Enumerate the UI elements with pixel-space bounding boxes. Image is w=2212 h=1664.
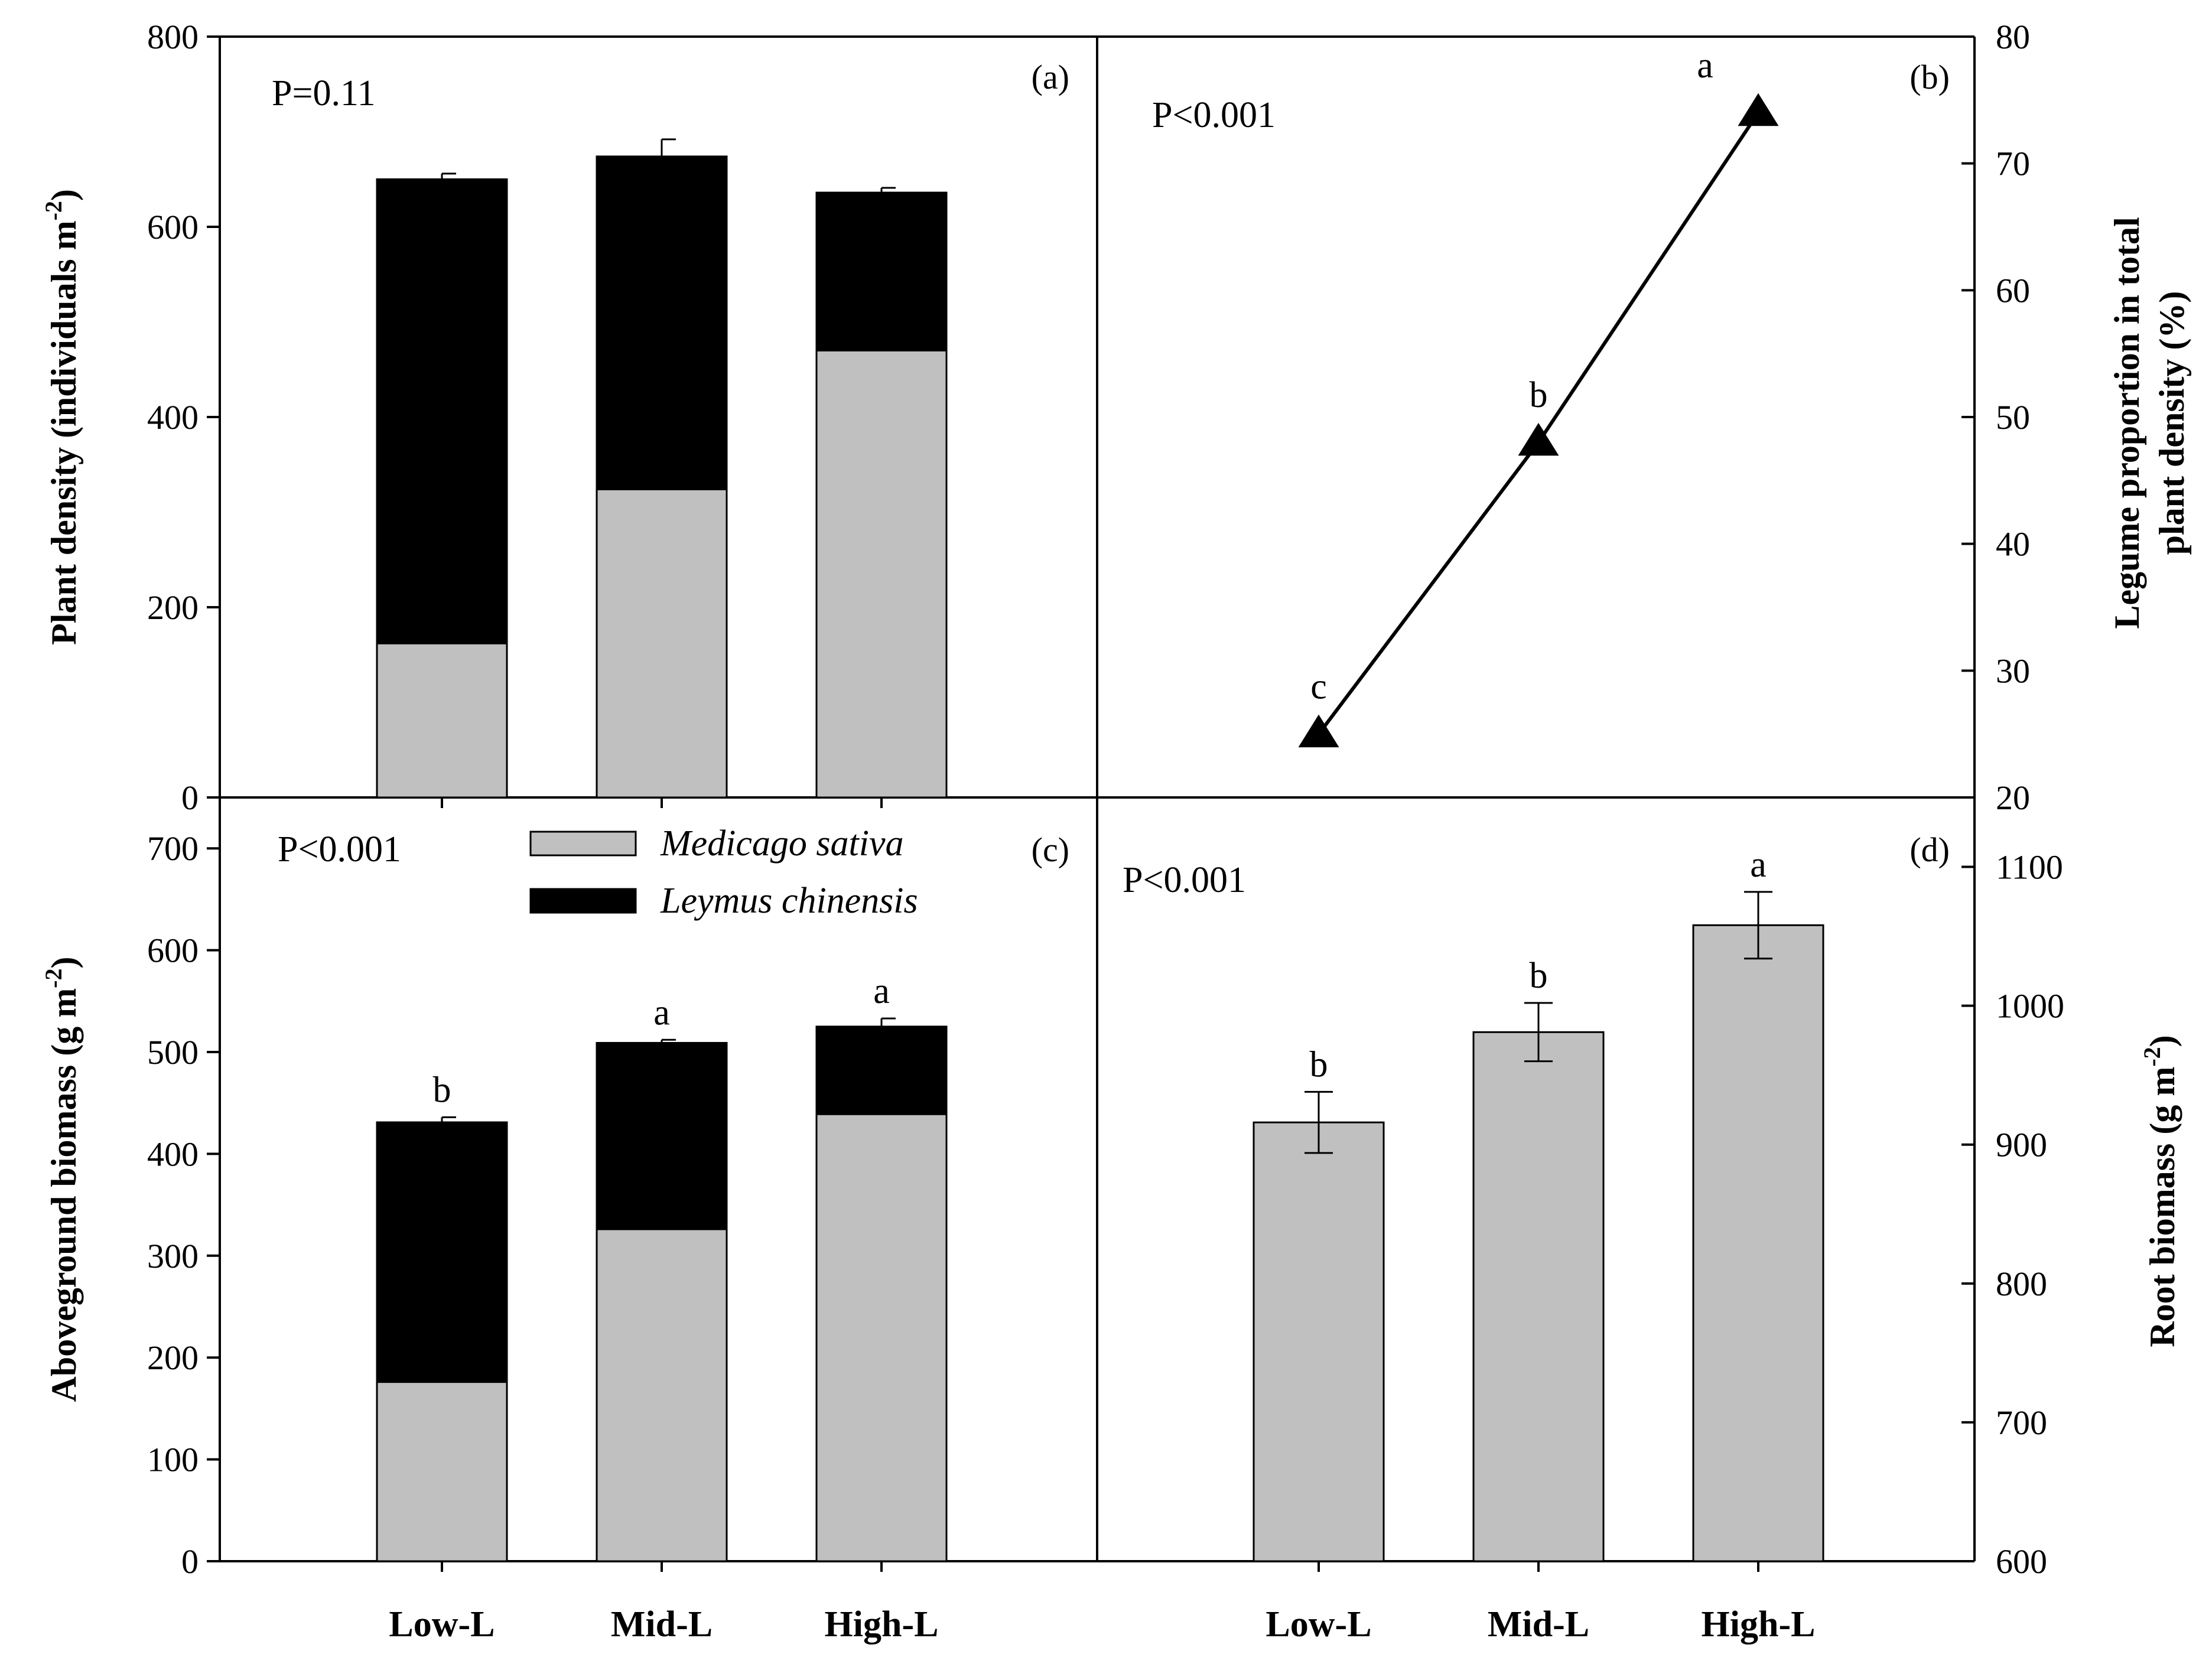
panel-a-bar-medicago xyxy=(376,642,508,799)
panel-a-bar-leymus xyxy=(596,155,728,490)
panel-d-p-value: P<0.001 xyxy=(1123,860,1246,900)
panel-a-ytick-label: 800 xyxy=(147,18,199,56)
panel-b-ylabel-line1: Legume proportion in total xyxy=(2107,217,2146,629)
panel-d-ytick-label: 800 xyxy=(1996,1265,2047,1303)
panel-d-sig-letter: b xyxy=(1310,1044,1328,1085)
panel-c-category-label: Low-L xyxy=(389,1604,495,1645)
legend-label-medicago: Medicago sativa xyxy=(660,823,904,864)
panel-d-ytick-label: 1100 xyxy=(1996,848,2063,887)
panel-c-ytick-label: 300 xyxy=(147,1237,199,1275)
panel-b-ytick-label: 60 xyxy=(1996,271,2030,310)
panel-a-ytick-label: 0 xyxy=(181,779,199,817)
panel-b-sig-letter: c xyxy=(1310,667,1327,707)
panel-c-ytick-label: 200 xyxy=(147,1339,199,1377)
panel-a-bar-leymus xyxy=(376,178,508,644)
panel-d-category-label: High-L xyxy=(1702,1604,1816,1645)
panel-d-ytick-label: 600 xyxy=(1996,1542,2047,1581)
panel-a-bar-medicago xyxy=(596,488,728,799)
panel-c-bar-medicago xyxy=(376,1381,508,1562)
panel-c-ytick-label: 500 xyxy=(147,1033,199,1072)
panel-a-ytick-label: 400 xyxy=(147,398,199,437)
panel-d-category-label: Low-L xyxy=(1266,1604,1371,1645)
panel-b-point-Mid-L xyxy=(1518,422,1559,456)
panel-c-ytick-label: 700 xyxy=(147,829,199,868)
panel-d-ytick-label: 900 xyxy=(1996,1126,2047,1164)
panel-a-label: (a) xyxy=(1032,58,1069,96)
panel-b-point-Low-L xyxy=(1298,714,1339,748)
panel-c-p-value: P<0.001 xyxy=(278,829,401,870)
panel-c-bar-medicago xyxy=(596,1228,728,1562)
panel-d-bar xyxy=(1472,1031,1605,1562)
panel-a-bar-medicago xyxy=(815,349,948,799)
panel-d-ylabel: Root biomass (g m-2) xyxy=(2139,1035,2182,1347)
panel-a-bar-leymus xyxy=(815,191,948,351)
panel-d-bar xyxy=(1253,1121,1385,1562)
panel-b-sig-letter: a xyxy=(1697,45,1713,86)
panel-d-ytick-label: 700 xyxy=(1996,1404,2047,1442)
panel-d-sig-letter: a xyxy=(1750,845,1767,885)
panel-c-category-label: High-L xyxy=(825,1604,939,1645)
panel-b-p-value: P<0.001 xyxy=(1152,95,1276,135)
panel-b-ytick-label: 70 xyxy=(1996,145,2030,183)
panel-b-ylabel-line2: plant density (%) xyxy=(2152,291,2191,555)
panel-d-category-label: Mid-L xyxy=(1488,1604,1589,1645)
panel-d-sig-letter: b xyxy=(1530,956,1548,996)
panel-c-ytick-label: 600 xyxy=(147,932,199,970)
panel-b-ytick-label: 20 xyxy=(1996,779,2030,817)
panel-c-sig-letter: b xyxy=(433,1070,451,1110)
panel-a-ytick-label: 600 xyxy=(147,208,199,246)
panel-b-sig-letter: b xyxy=(1530,375,1548,415)
panel-c-sig-letter: a xyxy=(873,971,890,1011)
panel-c-ytick-label: 400 xyxy=(147,1135,199,1173)
panel-b-ytick-label: 40 xyxy=(1996,525,2030,564)
panel-c-bar-leymus xyxy=(596,1041,728,1230)
panel-b-ytick-label: 50 xyxy=(1996,398,2030,437)
legend-swatch-medicago xyxy=(529,831,637,857)
panel-b-label: (b) xyxy=(1910,58,1950,96)
panel-a-p-value: P=0.11 xyxy=(272,73,376,113)
panel-d-label: (d) xyxy=(1910,831,1950,869)
panel-b-ytick-label: 30 xyxy=(1996,652,2030,690)
panel-c-category-label: Mid-L xyxy=(611,1604,713,1645)
panel-c-bar-leymus xyxy=(815,1025,948,1115)
panel-b-point-High-L xyxy=(1738,93,1779,126)
panel-c-label: (c) xyxy=(1032,831,1069,869)
panel-d-ytick-label: 1000 xyxy=(1996,987,2064,1025)
legend-label-leymus: Leymus chinensis xyxy=(660,881,918,921)
panel-c-ytick-label: 0 xyxy=(181,1542,199,1581)
panel-d-bar xyxy=(1692,924,1824,1562)
panel-a-ylabel: Plant density (individuals m-2) xyxy=(40,189,83,645)
panel-a-ytick-label: 200 xyxy=(147,588,199,627)
legend-swatch-leymus xyxy=(529,888,637,914)
panel-c-ytick-label: 100 xyxy=(147,1441,199,1479)
panel-c-bar-medicago xyxy=(815,1113,948,1562)
panel-c-bar-leymus xyxy=(376,1121,508,1383)
panel-c-ylabel: Aboveground biomass (g m-2) xyxy=(40,957,83,1402)
panel-c-sig-letter: a xyxy=(653,992,670,1033)
panel-b-ytick-label: 80 xyxy=(1996,18,2030,56)
